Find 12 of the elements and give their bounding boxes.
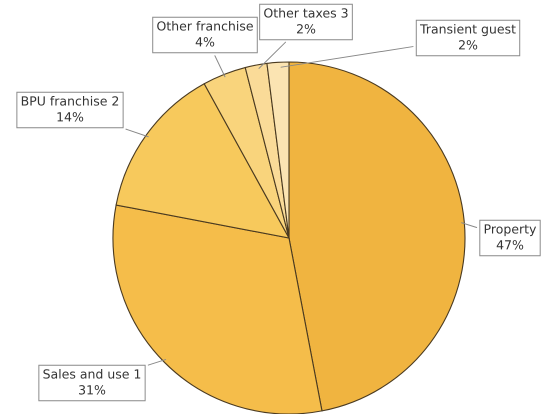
data-label: 14% <box>57 112 84 122</box>
data-label: 2% <box>297 24 316 34</box>
slice-label: Other taxes 3 <box>264 8 348 18</box>
slice-label: Other franchise <box>157 21 253 31</box>
data-label: 2% <box>459 40 478 50</box>
slice-label: Transient guest <box>420 24 516 36</box>
data-label: 31% <box>79 385 106 395</box>
data-label: 4% <box>196 37 214 47</box>
data-label: 47% <box>496 240 524 250</box>
slice-label: Sales and use 1 <box>43 369 140 379</box>
slice-label: Property <box>484 224 536 236</box>
slice-label: BPU franchise 2 <box>22 96 118 106</box>
